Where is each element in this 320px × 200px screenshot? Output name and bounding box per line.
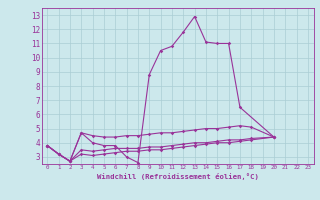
X-axis label: Windchill (Refroidissement éolien,°C): Windchill (Refroidissement éolien,°C) bbox=[97, 173, 259, 180]
